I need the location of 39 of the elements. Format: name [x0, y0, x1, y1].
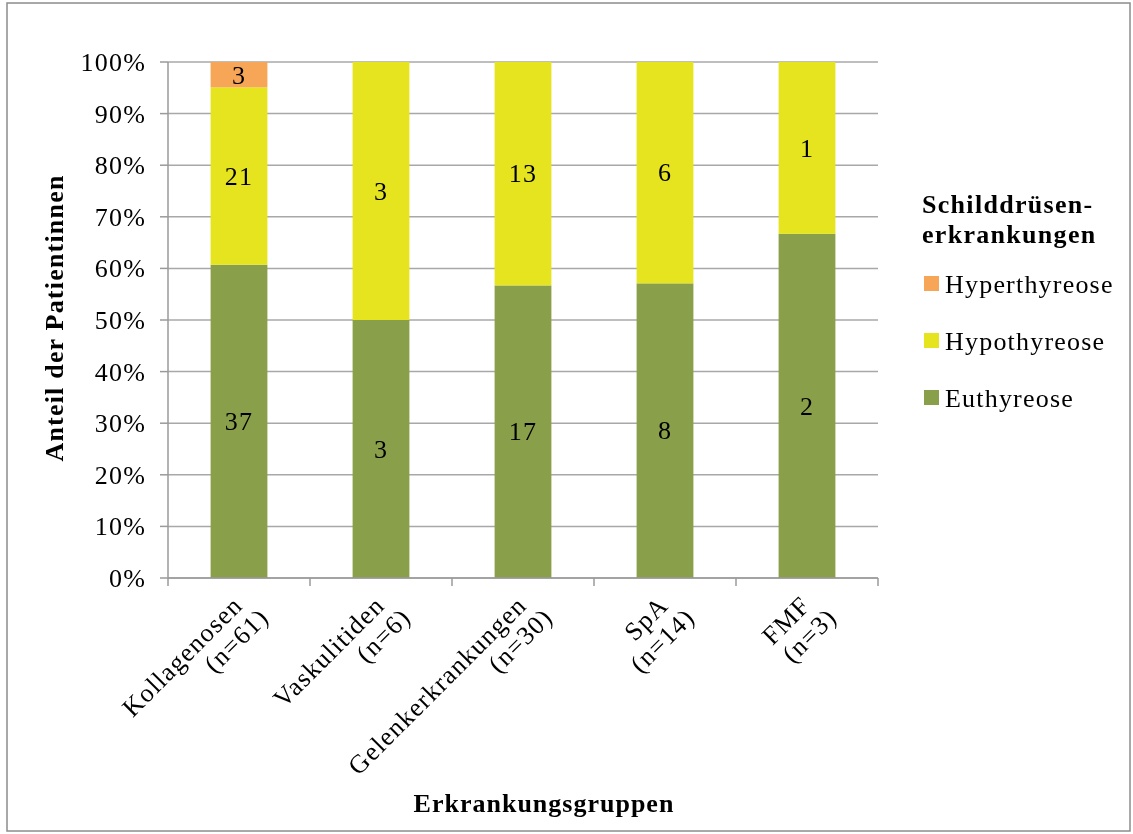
legend-label: Euthyreose: [945, 384, 1074, 413]
y-tick-label: 40%: [94, 357, 146, 387]
legend-label: Hypothyreose: [945, 327, 1106, 356]
y-tick-label: 20%: [94, 460, 146, 490]
bar: [352, 320, 410, 578]
annotation: 21: [224, 161, 254, 191]
annotation: 6: [657, 157, 673, 187]
annotation: 3: [373, 434, 389, 464]
annotation: 3: [373, 176, 389, 206]
bar: [494, 62, 552, 286]
annotation: 1: [799, 133, 815, 163]
y-tick-label: 90%: [94, 99, 146, 129]
y-tick-label: 0%: [108, 563, 146, 593]
annotation: 8: [657, 415, 673, 445]
legend-label: Hyperthyreose: [945, 270, 1114, 299]
y-tick-label: 100%: [80, 47, 146, 77]
bar: [778, 62, 836, 234]
legend-title: Schilddrüsen- erkrankungen: [922, 190, 1097, 249]
y-tick-label: 60%: [94, 253, 146, 283]
annotation: 2: [799, 391, 815, 421]
y-tick-label: 50%: [94, 305, 146, 335]
y-tick-label: 30%: [94, 408, 146, 438]
annotation: 13: [508, 158, 538, 188]
bar: [636, 62, 694, 284]
annotation: 37: [224, 406, 254, 436]
y-tick-label: 80%: [94, 150, 146, 180]
y-axis-title: Anteil der Patientinnen: [39, 174, 69, 462]
annotation: 3: [231, 60, 247, 90]
bar: [352, 62, 410, 320]
y-tick-label: 70%: [94, 202, 146, 232]
y-tick-label: 10%: [94, 511, 146, 541]
bar: [636, 283, 694, 578]
bar: [210, 87, 268, 265]
bar: [210, 62, 268, 88]
bar: [778, 233, 836, 578]
bar: [494, 285, 552, 578]
bar: [210, 264, 268, 578]
annotation: 17: [508, 416, 538, 446]
x-axis-title: Erkrankungsgruppen: [413, 789, 675, 818]
